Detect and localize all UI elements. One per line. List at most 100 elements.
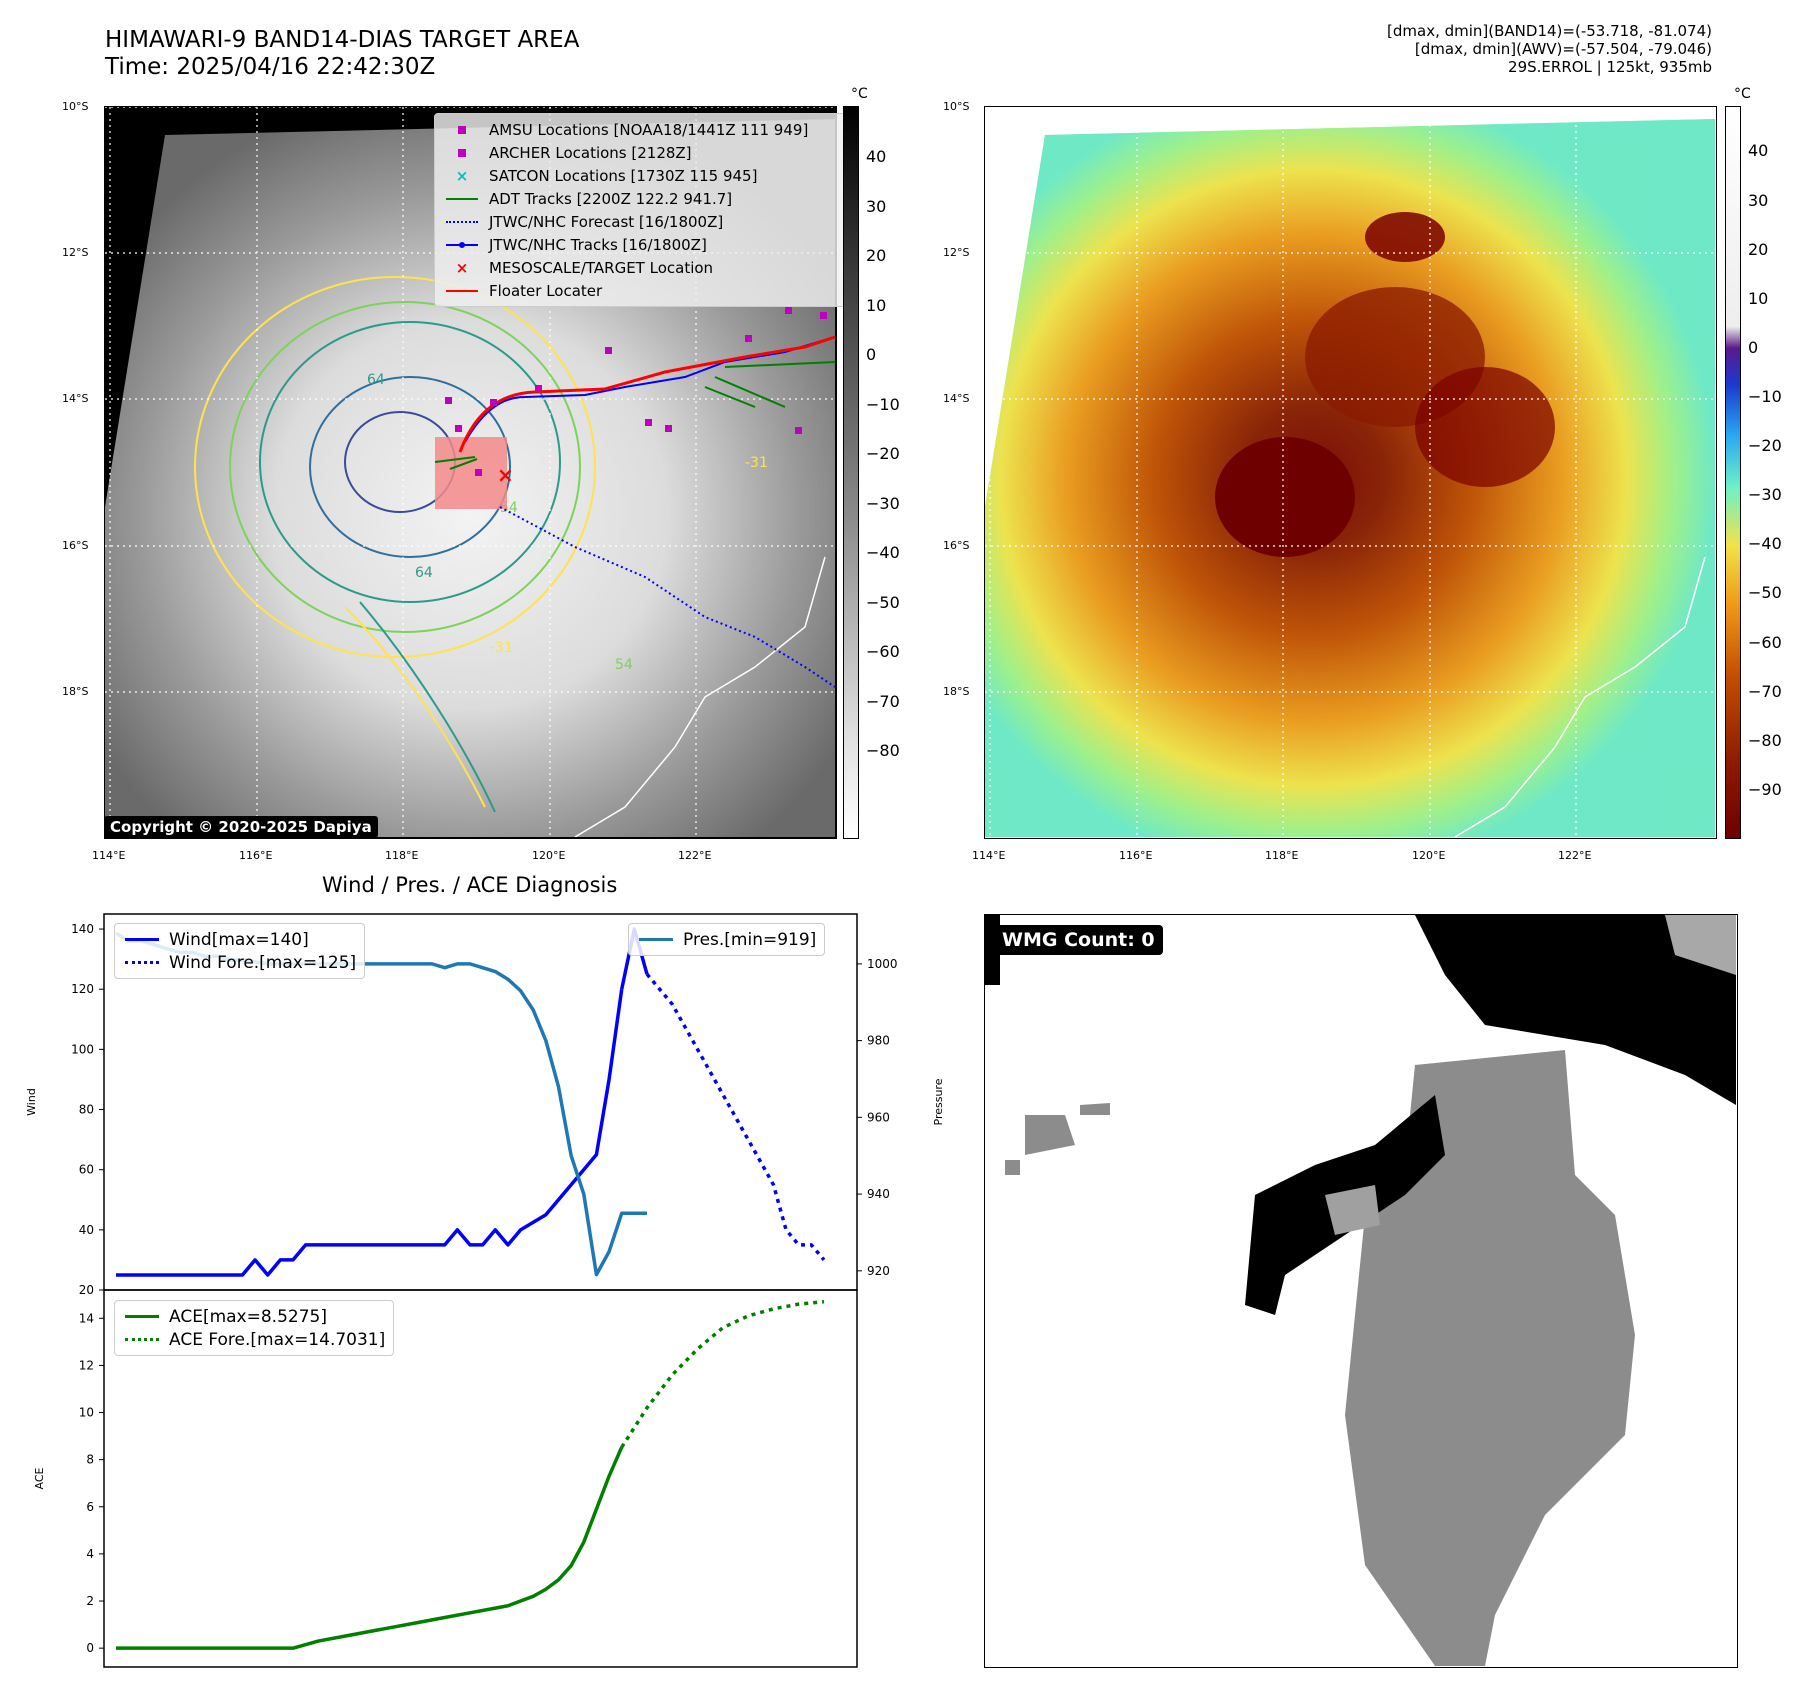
contour-label: -31	[490, 640, 513, 656]
lon-tick: 120°E	[1412, 849, 1446, 862]
legend-label: ARCHER Locations [2128Z]	[489, 143, 692, 162]
y-right-tick-label: 940	[867, 1187, 890, 1201]
dotted-line-icon	[443, 220, 481, 223]
legend-label: ADT Tracks [2200Z 122.2 941.7]	[489, 189, 733, 208]
colorbar-tick-label: −40	[1748, 534, 1782, 554]
legend-item: Pres.[min=919]	[637, 928, 816, 951]
ir-colorbar	[843, 106, 859, 839]
adt-tracks	[434, 361, 836, 470]
figure-title: HIMAWARI-9 BAND14-DIAS TARGET AREA Time:…	[105, 27, 579, 81]
legend-label: Wind[max=140]	[169, 929, 309, 950]
contour-band	[359, 601, 496, 813]
wmg-cold-region	[1415, 915, 1736, 1105]
lon-tick: 122°E	[1558, 849, 1592, 862]
legend-label: JTWC/NHC Tracks [16/1800Z]	[489, 235, 707, 254]
line-icon	[123, 1315, 161, 1318]
colorbar-tick-label: −20	[1748, 436, 1782, 456]
lat-tick: 10°S	[943, 100, 970, 113]
wmg-count-label: WMG Count: 0	[994, 925, 1163, 955]
info-line-2: [dmax, dmin](AWV)=(-57.504, -79.046)	[1414, 40, 1712, 58]
lat-tick: 12°S	[943, 246, 970, 259]
colorbar-tick-label: 30	[1748, 190, 1769, 210]
colorbar-tick-label: −60	[1748, 632, 1782, 652]
title-line-1: HIMAWARI-9 BAND14-DIAS TARGET AREA	[105, 27, 580, 53]
contour-label: 54	[615, 657, 633, 673]
y-right-tick-label: 1000	[867, 957, 898, 971]
legend-item: × SATCON Locations [1730Z 115 945]	[443, 164, 841, 187]
contour-ring	[259, 321, 561, 603]
colorbar-tick-label: 30	[866, 196, 887, 216]
contour-ring	[309, 376, 511, 558]
wind-legend: Wind[max=140] Wind Fore.[max=125]	[114, 923, 366, 979]
wmg-region	[1005, 1160, 1020, 1175]
lat-tick: 14°S	[943, 392, 970, 405]
legend-label: ACE Fore.[max=14.7031]	[169, 1329, 386, 1350]
wmg-region	[1025, 1115, 1075, 1155]
legend-item: Wind[max=140]	[123, 928, 356, 951]
wmg-cloud-region	[1345, 1050, 1635, 1666]
colorbar-tick-label: −90	[1748, 779, 1782, 799]
wmg-panel	[984, 914, 1738, 1668]
colorbar-tick-label: 20	[866, 246, 887, 266]
legend-label: MESOSCALE/TARGET Location	[489, 258, 714, 277]
y-tick-label: 2	[86, 1594, 94, 1608]
lat-tick: 16°S	[62, 539, 89, 552]
contour-band	[344, 606, 486, 808]
legend-label: JTWC/NHC Forecast [16/1800Z]	[489, 212, 724, 231]
y-right-axis-label: Pressure	[932, 1078, 945, 1125]
y-right-tick-label: 980	[867, 1034, 890, 1048]
colorbar-tick-label: −20	[866, 444, 900, 464]
info-line-1: [dmax, dmin](BAND14)=(-53.718, -81.074)	[1387, 22, 1712, 40]
legend-item: JTWC/NHC Forecast [16/1800Z]	[443, 210, 841, 233]
line-icon	[637, 938, 675, 941]
amsu-archer-markers	[445, 307, 827, 476]
y-tick-label: 0	[86, 1641, 94, 1655]
wmg-region	[1080, 1103, 1110, 1115]
lon-tick: 114°E	[92, 849, 126, 862]
colorbar-tick-label: −10	[866, 394, 900, 414]
map-legend: AMSU Locations [NOAA18/1441Z 111 949] AR…	[434, 113, 850, 307]
series-line	[620, 1299, 825, 1449]
legend-label: SATCON Locations [1730Z 115 945]	[489, 166, 758, 185]
diagnosis-title: Wind / Pres. / ACE Diagnosis	[322, 873, 618, 897]
colorbar-tick-label: −60	[866, 642, 900, 662]
series-line	[116, 1446, 624, 1650]
line-icon	[443, 289, 481, 292]
colorbar-tick-label: 10	[866, 295, 887, 315]
colorbar-tick-label: 0	[866, 345, 877, 365]
coastline	[574, 556, 826, 838]
awv-map-image	[985, 107, 1715, 838]
colorbar-tick-label: −10	[1748, 387, 1782, 406]
cold-cloud-region	[1365, 212, 1445, 262]
eyewall-region	[1215, 437, 1355, 557]
y-tick-label: 140	[71, 922, 94, 936]
lat-tick: 18°S	[62, 685, 89, 698]
lon-tick: 118°E	[1265, 849, 1299, 862]
lon-tick: 116°E	[239, 849, 273, 862]
legend-label: Wind Fore.[max=125]	[169, 952, 357, 973]
colorbar-tick-label: −50	[1748, 583, 1782, 603]
y-tick-label: 12	[79, 1358, 94, 1372]
wmg-region	[1325, 1185, 1380, 1235]
legend-label: AMSU Locations [NOAA18/1441Z 111 949]	[489, 120, 809, 139]
awv-map-panel	[984, 106, 1717, 839]
line-icon	[123, 938, 161, 941]
square-marker-icon	[443, 125, 481, 134]
legend-item: JTWC/NHC Tracks [16/1800Z]	[443, 233, 841, 256]
legend-label: Pres.[min=919]	[683, 929, 817, 950]
colorbar-tick-label: 40	[866, 147, 887, 167]
lat-tick: 18°S	[943, 685, 970, 698]
contour-ring	[229, 301, 581, 633]
colorbar-tick-label: 40	[1748, 141, 1769, 161]
colorbar-unit: °C	[851, 86, 868, 102]
contour-ring	[194, 276, 596, 658]
y-tick-label: 14	[79, 1311, 94, 1325]
diagnosis-chart: 20406080100120140Wind9209409609801000Pre…	[25, 913, 945, 1668]
awv-colorbar	[1725, 106, 1741, 839]
legend-item: ACE Fore.[max=14.7031]	[123, 1328, 385, 1351]
y-tick-label: 120	[71, 982, 94, 996]
contour-label: -31	[745, 455, 768, 471]
pressure-legend: Pres.[min=919]	[628, 923, 826, 956]
line-icon	[443, 197, 481, 200]
legend-item: ADT Tracks [2200Z 122.2 941.7]	[443, 187, 841, 210]
